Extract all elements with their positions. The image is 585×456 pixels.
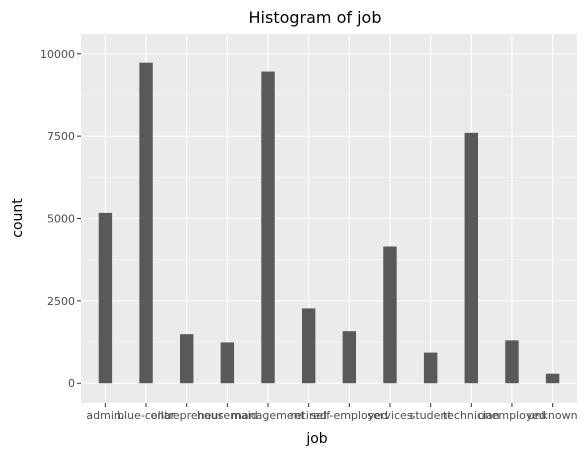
bar-technician <box>464 132 479 384</box>
bar-management <box>261 71 275 384</box>
bars <box>98 62 560 384</box>
y-tick-label: 7500 <box>47 130 75 143</box>
bar-unknown <box>545 373 560 384</box>
x-tick-label: housemaid <box>197 409 258 422</box>
x-tick-label: retired <box>290 409 326 422</box>
x-tick-label: student <box>410 409 453 422</box>
bar-housemaid <box>220 342 235 384</box>
bar-student <box>423 352 438 384</box>
y-axis-ticks: 0 2500 5000 7500 10000 <box>40 48 81 390</box>
x-axis-ticks: admin.blue-collarentrepreneurhousemaidma… <box>86 403 578 422</box>
y-axis-label: count <box>10 198 26 238</box>
x-tick-label: unemployed <box>478 409 546 422</box>
bar-services <box>383 246 397 384</box>
bar-admin- <box>98 212 113 384</box>
bar-entrepreneur <box>179 334 194 384</box>
y-tick-label: 2500 <box>47 295 75 308</box>
x-tick-label: self-employed <box>311 409 388 422</box>
x-tick-label: admin. <box>86 409 124 422</box>
bar-unemployed <box>505 340 519 384</box>
bar-self-employed <box>342 331 357 384</box>
x-tick-label: management <box>231 409 305 422</box>
y-tick-label: 0 <box>68 377 75 390</box>
y-tick-label: 5000 <box>47 213 75 226</box>
chart-title: Histogram of job <box>249 8 382 27</box>
bar-blue-collar <box>139 62 153 384</box>
y-tick-label: 10000 <box>40 48 75 61</box>
x-tick-label: entrepreneur <box>151 409 224 422</box>
bar-retired <box>301 308 316 384</box>
x-tick-label: unknown <box>528 409 578 422</box>
x-tick-label: technician <box>443 409 500 422</box>
x-tick-label: blue-collar <box>117 409 175 422</box>
x-axis-label: job <box>305 431 327 447</box>
x-tick-label: services <box>367 409 412 422</box>
